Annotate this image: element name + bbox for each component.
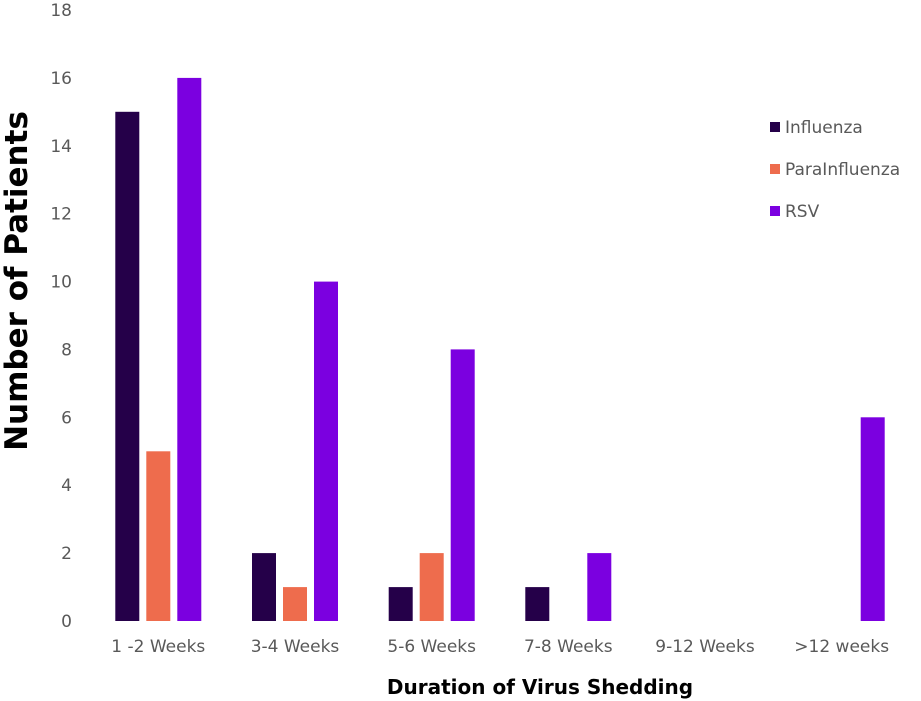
x-category-label: 3-4 Weeks	[251, 637, 340, 657]
bars	[115, 77, 885, 622]
bar-rsv-1	[314, 281, 338, 621]
legend-swatch-rsv	[770, 206, 780, 216]
bar-parainfluenza-1	[283, 587, 307, 621]
bar-influenza-0	[115, 111, 140, 622]
x-category-label: 7-8 Weeks	[524, 637, 613, 657]
legend: Influenza ParaInfluenza RSV	[770, 118, 900, 222]
y-tick-label: 4	[61, 476, 72, 496]
bar-rsv-2	[450, 349, 475, 621]
y-axis-ticks: 0 2 4 6 8 10 12 14 16 18	[50, 1, 72, 632]
legend-swatch-parainfluenza	[770, 164, 780, 174]
x-category-label: >12 weeks	[794, 637, 889, 657]
legend-label-influenza: Influenza	[785, 118, 863, 138]
bar-influenza-3	[525, 587, 550, 621]
legend-label-rsv: RSV	[785, 202, 820, 222]
bar-influenza-2	[388, 587, 413, 621]
y-tick-label: 10	[50, 273, 72, 293]
y-tick-label: 16	[50, 69, 72, 89]
x-category-label: 5-6 Weeks	[387, 637, 476, 657]
legend-swatch-influenza	[770, 122, 780, 132]
y-tick-label: 14	[50, 137, 72, 157]
y-tick-label: 2	[61, 544, 72, 564]
y-tick-label: 12	[50, 205, 72, 225]
bar-rsv-5	[860, 417, 885, 621]
x-axis-categories: 1 -2 Weeks 3-4 Weeks 5-6 Weeks 7-8 Weeks 9-1…	[111, 637, 889, 657]
y-tick-label: 0	[61, 612, 72, 632]
bar-rsv-0	[177, 77, 202, 621]
y-tick-label: 6	[61, 408, 72, 428]
bar-parainfluenza-0	[146, 451, 171, 621]
y-axis-title: Number of Patients	[0, 111, 35, 451]
x-category-label: 1 -2 Weeks	[111, 637, 205, 657]
x-category-label: 9-12 Weeks	[655, 637, 755, 657]
bar-influenza-1	[252, 553, 276, 621]
bar-rsv-3	[587, 553, 612, 621]
legend-label-parainfluenza: ParaInfluenza	[785, 160, 900, 180]
y-tick-label: 18	[50, 1, 72, 21]
x-axis-title: Duration of Virus Shedding	[387, 675, 693, 699]
y-tick-label: 8	[61, 340, 72, 360]
bar-parainfluenza-2	[419, 553, 444, 621]
